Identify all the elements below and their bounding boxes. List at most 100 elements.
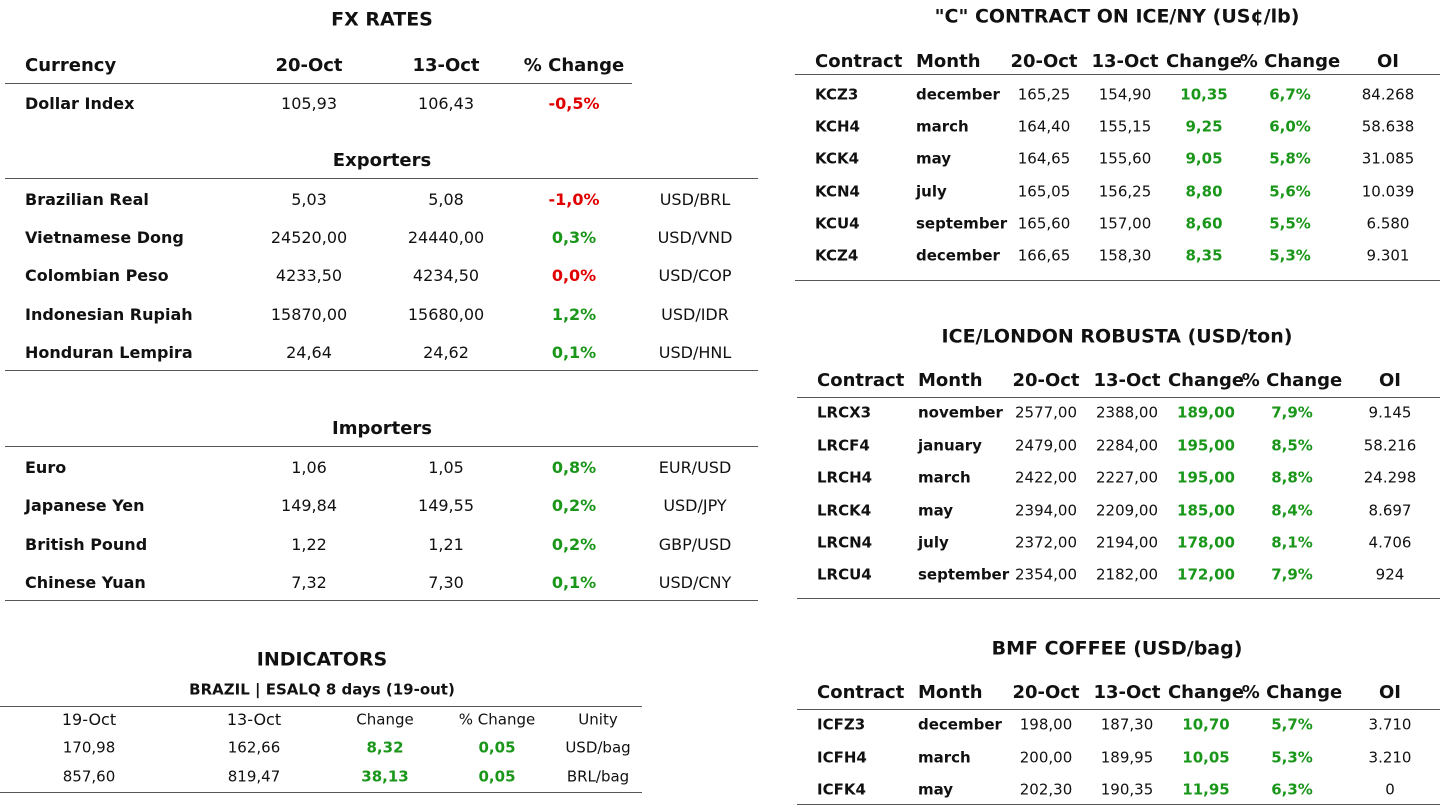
indicators-title: INDICATORS bbox=[256, 648, 388, 671]
cell: USD/IDR bbox=[661, 305, 729, 324]
row-label: British Pound bbox=[25, 535, 148, 554]
cell: 9,25 bbox=[1185, 117, 1223, 136]
column-header: % Change bbox=[523, 55, 625, 76]
rule bbox=[797, 709, 1440, 710]
column-header: % Change bbox=[1241, 370, 1343, 391]
cell: 11,95 bbox=[1182, 780, 1230, 799]
cell: 155,60 bbox=[1098, 149, 1152, 168]
cell: 0 bbox=[1385, 780, 1395, 799]
column-header: Currency bbox=[25, 55, 117, 76]
group-title: Exporters bbox=[332, 150, 432, 171]
cell: 8,60 bbox=[1185, 214, 1223, 233]
cell: december bbox=[918, 715, 1002, 734]
cell: 190,35 bbox=[1100, 780, 1154, 799]
column-header: OI bbox=[1379, 370, 1401, 391]
rule bbox=[5, 83, 632, 84]
column-header: Month bbox=[918, 370, 983, 391]
rule bbox=[797, 598, 1440, 599]
cell: 0,05 bbox=[478, 767, 516, 786]
cell: 2422,00 bbox=[1014, 468, 1078, 487]
market-title: "C" CONTRACT ON ICE/NY (US¢/lb) bbox=[934, 5, 1300, 28]
cell: 1,2% bbox=[551, 305, 597, 324]
row-label: Indonesian Rupiah bbox=[25, 305, 193, 324]
row-label: LRCH4 bbox=[817, 468, 873, 487]
row-label: ICFK4 bbox=[817, 780, 866, 799]
row-label: KCZ3 bbox=[815, 85, 859, 104]
column-header: Contract bbox=[817, 370, 905, 391]
cell: USD/COP bbox=[658, 266, 732, 285]
cell: 58.216 bbox=[1363, 436, 1417, 455]
cell: 24,62 bbox=[423, 343, 469, 362]
cell: 195,00 bbox=[1177, 436, 1235, 455]
cell: 4234,50 bbox=[412, 266, 480, 285]
cell: 2209,00 bbox=[1095, 501, 1159, 520]
cell: 10,70 bbox=[1182, 715, 1230, 734]
cell: 0,8% bbox=[551, 458, 597, 477]
row-label: Dollar Index bbox=[25, 94, 135, 113]
column-header: Month bbox=[918, 682, 983, 703]
rule bbox=[795, 280, 1440, 281]
cell: 162,66 bbox=[227, 738, 281, 757]
cell: 172,00 bbox=[1177, 565, 1235, 584]
cell: 819,47 bbox=[227, 767, 281, 786]
column-header: 20-Oct bbox=[275, 55, 343, 76]
cell: march bbox=[916, 117, 969, 136]
cell: 857,60 bbox=[62, 767, 116, 786]
cell: 166,65 bbox=[1017, 246, 1071, 265]
column-header: 20-Oct bbox=[1012, 682, 1080, 703]
cell: 2372,00 bbox=[1014, 533, 1078, 552]
group-title: Importers bbox=[332, 418, 432, 439]
cell: 8,35 bbox=[1185, 246, 1223, 265]
cell: 24440,00 bbox=[407, 228, 485, 247]
row-label: ICFZ3 bbox=[817, 715, 866, 734]
row-label: LRCX3 bbox=[817, 403, 872, 422]
cell: 105,93 bbox=[281, 94, 337, 113]
cell: 185,00 bbox=[1177, 501, 1235, 520]
column-header: 13-Oct bbox=[1093, 682, 1161, 703]
cell: july bbox=[918, 533, 949, 552]
cell: 24.298 bbox=[1363, 468, 1417, 487]
row-label: KCU4 bbox=[815, 214, 860, 233]
row-label: Brazilian Real bbox=[25, 190, 149, 209]
cell: 6.580 bbox=[1366, 214, 1410, 233]
cell: 165,60 bbox=[1017, 214, 1071, 233]
row-label: Vietnamese Dong bbox=[25, 228, 184, 247]
cell: 178,00 bbox=[1177, 533, 1235, 552]
cell: 8,5% bbox=[1271, 436, 1313, 455]
cell: 2194,00 bbox=[1095, 533, 1159, 552]
column-header: Contract bbox=[815, 51, 903, 72]
column-header: 13-Oct bbox=[226, 710, 282, 729]
cell: 2479,00 bbox=[1014, 436, 1078, 455]
cell: 31.085 bbox=[1361, 149, 1415, 168]
cell: 106,43 bbox=[418, 94, 474, 113]
row-label: LRCK4 bbox=[817, 501, 872, 520]
row-label: Honduran Lempira bbox=[25, 343, 193, 362]
cell: 84.268 bbox=[1361, 85, 1415, 104]
cell: USD/bag bbox=[565, 738, 631, 757]
cell: 198,00 bbox=[1019, 715, 1073, 734]
cell: 5,8% bbox=[1269, 149, 1311, 168]
cell: september bbox=[916, 214, 1008, 233]
cell: 165,05 bbox=[1017, 182, 1071, 201]
cell: 8,8% bbox=[1271, 468, 1313, 487]
cell: 10,35 bbox=[1180, 85, 1228, 104]
cell: 1,05 bbox=[428, 458, 464, 477]
cell: 2577,00 bbox=[1014, 403, 1078, 422]
cell: 8,1% bbox=[1271, 533, 1313, 552]
cell: USD/BRL bbox=[659, 190, 731, 209]
cell: 1,22 bbox=[291, 535, 327, 554]
cell: 5,7% bbox=[1271, 715, 1313, 734]
cell: 5,3% bbox=[1269, 246, 1311, 265]
cell: 15870,00 bbox=[270, 305, 348, 324]
cell: 202,30 bbox=[1019, 780, 1073, 799]
cell: USD/CNY bbox=[658, 573, 732, 592]
rule bbox=[0, 706, 642, 707]
cell: 1,06 bbox=[291, 458, 327, 477]
cell: 5,03 bbox=[291, 190, 327, 209]
cell: 0,1% bbox=[551, 343, 597, 362]
cell: march bbox=[918, 748, 971, 767]
column-header: Change bbox=[1167, 682, 1245, 703]
column-header: OI bbox=[1377, 51, 1399, 72]
column-header: Contract bbox=[817, 682, 905, 703]
cell: 7,9% bbox=[1271, 565, 1313, 584]
